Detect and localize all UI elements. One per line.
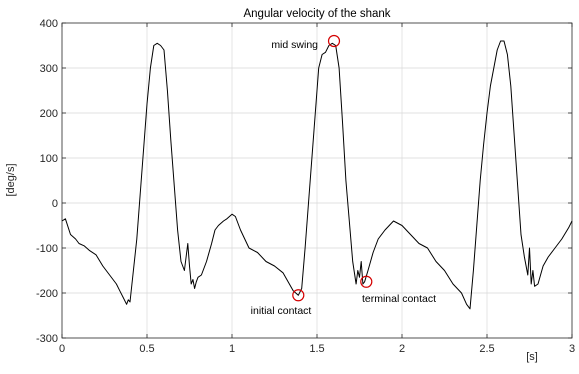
x-tick-label: 1.5 <box>309 343 324 355</box>
y-tick-label: 300 <box>40 63 58 75</box>
y-tick-label: -100 <box>36 243 58 255</box>
event-marker <box>292 289 305 302</box>
x-tick-label: 0.5 <box>139 343 154 355</box>
annotation-mid-swing: mid swing <box>271 39 318 51</box>
y-tick-label: 400 <box>40 18 58 30</box>
event-marker <box>360 275 373 288</box>
event-marker <box>327 34 341 48</box>
series-line <box>61 40 573 310</box>
y-tick-label: 100 <box>40 153 58 165</box>
x-tick-label: 2.5 <box>479 343 494 355</box>
x-tick-label: 0 <box>59 343 65 355</box>
ticks: 0 0.5 1 1.5 2 2.5 3 -300 -200 -100 0 100 200 300 400 <box>36 18 575 355</box>
y-tick-label: -200 <box>36 288 58 300</box>
x-tick-label: 1 <box>229 343 235 355</box>
series <box>61 40 573 310</box>
y-tick-label: 0 <box>52 198 58 210</box>
y-tick-label: 200 <box>40 108 58 120</box>
y-axis-label: [deg/s] <box>5 163 17 196</box>
x-axis-label: [s] <box>526 351 538 363</box>
x-tick-label: 2 <box>399 343 405 355</box>
annotation-markers <box>292 34 373 302</box>
annotation-terminal-contact: terminal contact <box>362 293 436 305</box>
chart-title: Angular velocity of the shank <box>243 8 390 20</box>
x-tick-label: 3 <box>569 343 575 355</box>
y-tick-label: -300 <box>36 333 58 345</box>
annotation-initial-contact: initial contact <box>251 305 312 317</box>
